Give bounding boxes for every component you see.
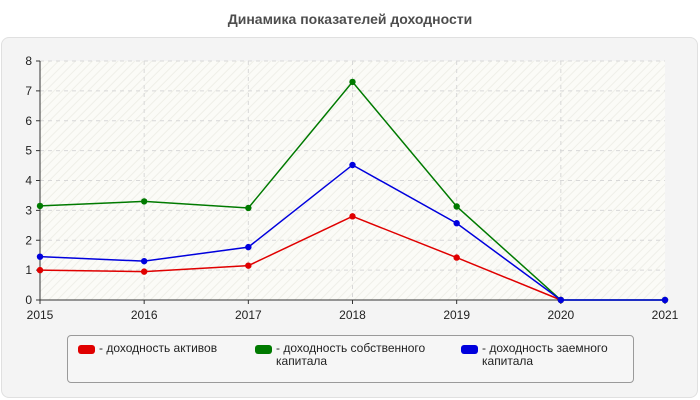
x-tick-label: 2019 — [443, 308, 470, 322]
data-point — [140, 257, 148, 265]
y-tick-label: 6 — [25, 114, 32, 128]
y-tick-label: 8 — [25, 54, 32, 68]
y-tick-label: 1 — [25, 263, 32, 277]
data-point — [349, 213, 356, 220]
data-point — [661, 296, 669, 304]
data-point — [245, 243, 252, 251]
y-tick-label: 0 — [25, 293, 32, 307]
data-point — [245, 262, 252, 269]
legend-label-equity: - доходность собственного капитала — [276, 341, 426, 368]
series-line-0 — [39, 215, 562, 301]
y-tick-label: 7 — [25, 84, 32, 98]
data-point — [36, 266, 44, 274]
data-point — [245, 204, 252, 212]
legend-label-assets: - доходность активов — [99, 341, 218, 355]
x-tick-label: 2015 — [27, 308, 54, 322]
y-tick-label: 3 — [25, 203, 32, 217]
x-tick-label: 2017 — [235, 308, 262, 322]
data-point — [349, 161, 356, 169]
x-tick-label: 2018 — [339, 308, 366, 322]
legend: - доходность активов - доходность собств… — [67, 335, 634, 383]
x-tick-label: 2016 — [131, 308, 158, 322]
y-tick-label: 5 — [25, 144, 32, 158]
x-tick-label: 2021 — [652, 308, 679, 322]
data-point — [140, 198, 148, 205]
data-point — [36, 202, 44, 210]
legend-swatch-debt — [461, 345, 478, 354]
legend-item-equity: - доходность собственного капитала — [255, 342, 446, 368]
chart-title: Динамика показателей доходности — [227, 11, 473, 27]
y-tick-label: 2 — [25, 233, 32, 247]
y-tick-label: 4 — [25, 174, 32, 188]
data-point — [453, 220, 460, 227]
legend-item-debt: - доходность заемного капитала — [461, 342, 632, 368]
data-point — [349, 78, 356, 86]
x-tick-label: 2020 — [547, 308, 574, 322]
data-point — [557, 296, 565, 304]
data-point — [453, 203, 460, 210]
data-point — [140, 268, 148, 275]
data-point — [36, 253, 44, 260]
legend-swatch-equity — [255, 345, 272, 354]
legend-label-debt: - доходность заемного капитала — [482, 341, 608, 368]
data-point — [453, 254, 460, 261]
legend-item-assets: - доходность активов — [78, 342, 249, 355]
legend-swatch-assets — [78, 345, 95, 354]
